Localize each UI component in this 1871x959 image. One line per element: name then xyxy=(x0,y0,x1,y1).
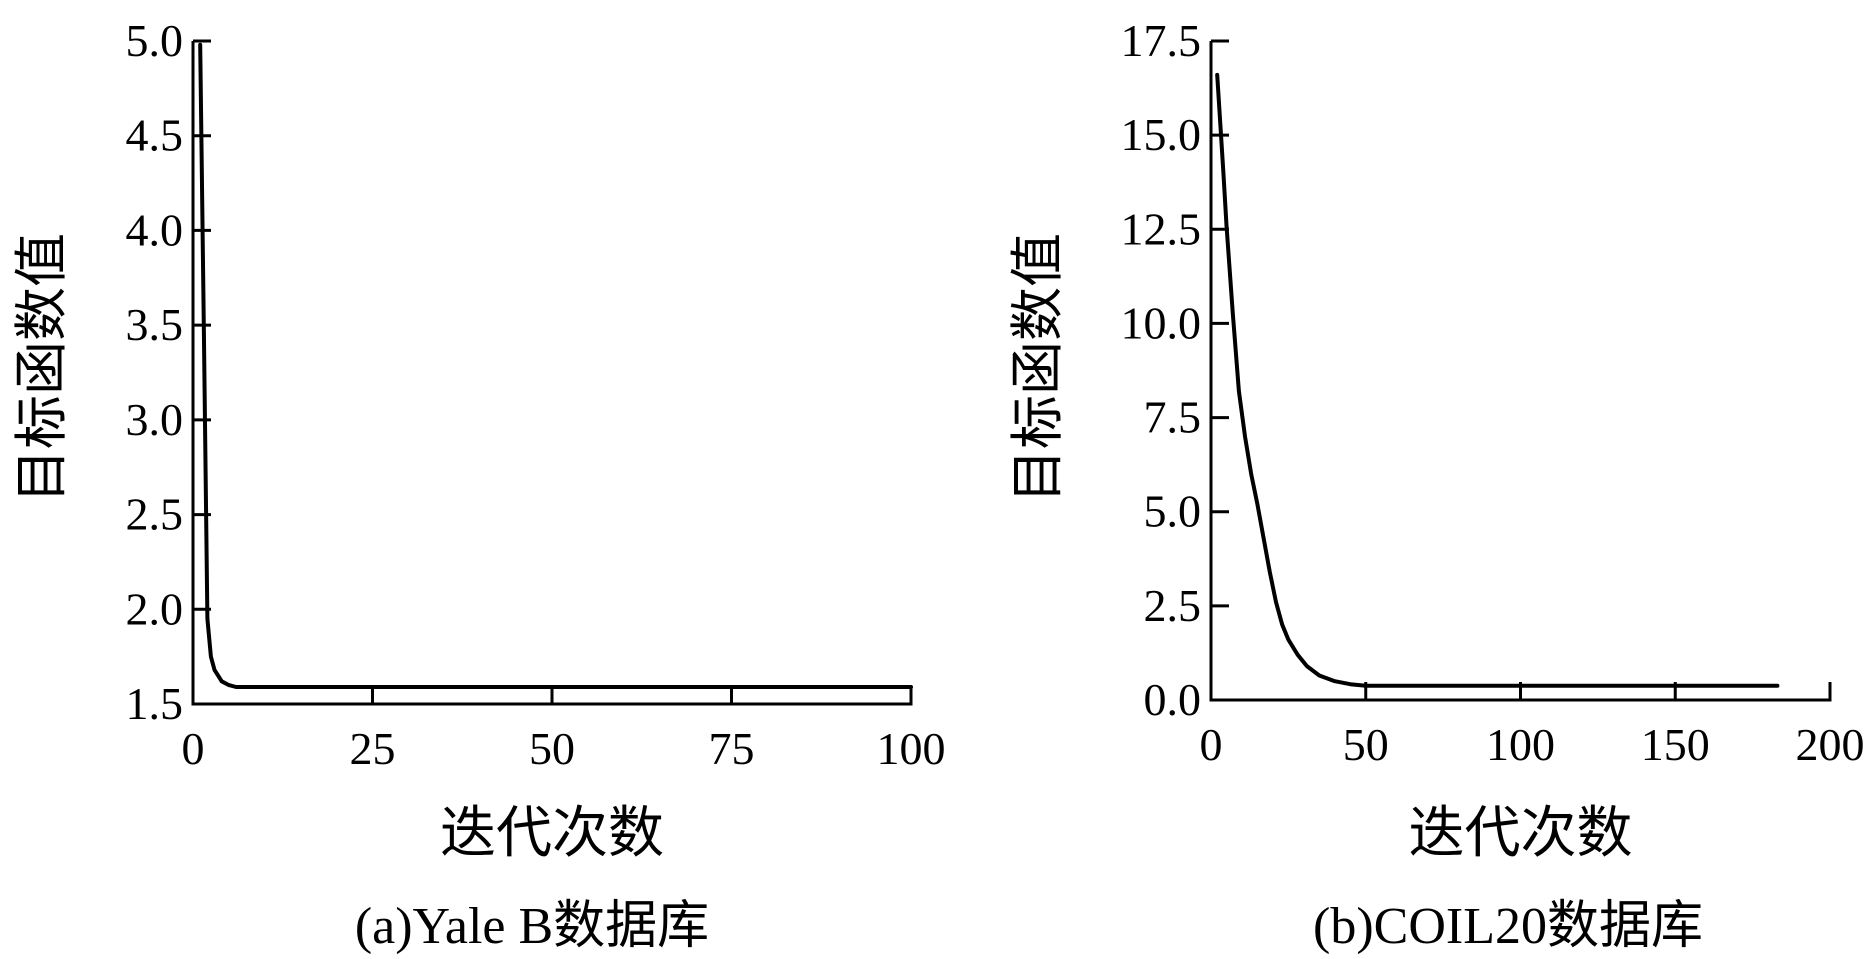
y-tick-label: 17.5 xyxy=(1121,15,1202,66)
x-tick-label: 50 xyxy=(1343,719,1389,770)
x-tick-label: 0 xyxy=(1200,719,1223,770)
chart-caption: (a)Yale B数据库 xyxy=(355,898,709,955)
series-line xyxy=(198,42,913,689)
y-axis-label: 目标函数值 xyxy=(1008,233,1068,503)
chart-caption: (b)COIL20数据库 xyxy=(1313,898,1703,955)
y-tick-label: 2.5 xyxy=(126,489,184,540)
y-tick-label: 4.0 xyxy=(126,204,184,255)
y-tick-label: 5.0 xyxy=(126,15,184,66)
y-tick-label: 4.5 xyxy=(126,110,184,161)
y-tick-label: 15.0 xyxy=(1121,109,1202,160)
y-axis-label: 目标函数值 xyxy=(12,233,72,503)
chart-coil20: 0.0 2.5 5.0 7.5 10.0 12.5 15.0 17.5 0 50 100 150 200… xyxy=(1008,15,1865,955)
x-tick-label: 25 xyxy=(350,723,396,774)
chart-yale-b: 1.5 2.0 2.5 3.0 3.5 4.0 4.5 5.0 0 25 50 75 100 目标函数值迭… xyxy=(12,15,946,955)
y-tick-label: 2.5 xyxy=(1144,580,1202,631)
y-tick-label: 12.5 xyxy=(1121,203,1202,254)
y-tick-label: 2.0 xyxy=(126,583,184,634)
x-tick-label: 50 xyxy=(529,723,575,774)
x-tick-label: 100 xyxy=(1486,719,1555,770)
x-tick-label: 75 xyxy=(709,723,755,774)
y-tick-label: 7.5 xyxy=(1144,392,1202,443)
y-tick-label: 0.0 xyxy=(1144,674,1202,725)
x-tick-label: 0 xyxy=(182,723,205,774)
x-tick-label: 100 xyxy=(877,723,946,774)
y-tick-label: 10.0 xyxy=(1121,297,1202,348)
series-line xyxy=(1215,72,1780,688)
x-axis-label: 迭代次数 xyxy=(440,803,664,865)
x-tick-label: 200 xyxy=(1796,719,1865,770)
x-axis-label: 迭代次数 xyxy=(1409,803,1633,865)
y-tick-label: 5.0 xyxy=(1144,486,1202,537)
x-tick-label: 150 xyxy=(1641,719,1710,770)
y-tick-label: 1.5 xyxy=(126,678,184,729)
y-tick-label: 3.5 xyxy=(126,299,184,350)
y-tick-label: 3.0 xyxy=(126,394,184,445)
